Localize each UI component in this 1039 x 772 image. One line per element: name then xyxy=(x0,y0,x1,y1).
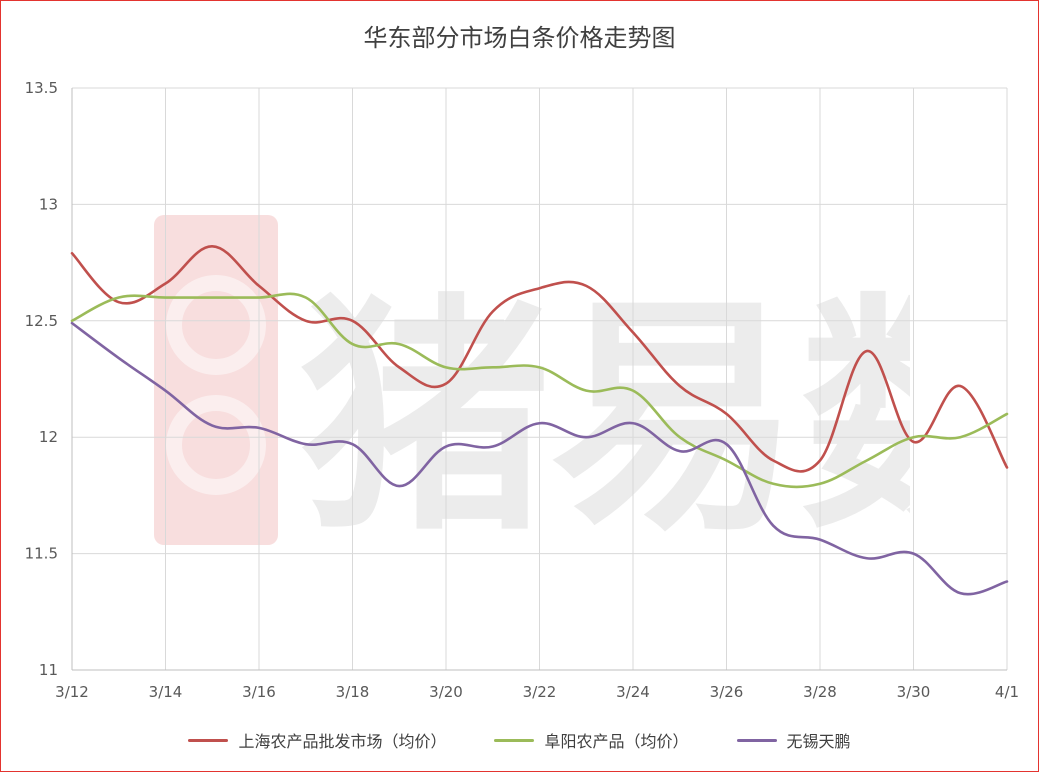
x-tick-label: 3/16 xyxy=(242,683,276,701)
series-group xyxy=(70,245,1009,596)
legend-label-wuxi: 无锡天鹏 xyxy=(786,732,851,751)
x-tick-label: 3/30 xyxy=(897,683,931,701)
y-tick-label: 11.5 xyxy=(25,545,58,563)
axes: 11 11.5 12 12.5 13 13.5 3/12 3/14 3/16 3/18 3/20 3/… xyxy=(25,79,1019,701)
y-tick-label: 12.5 xyxy=(25,312,58,330)
x-tick-label: 3/18 xyxy=(336,683,370,701)
series-line-shanghai xyxy=(70,245,1009,473)
legend-label-shanghai: 上海农产品批发市场（均价） xyxy=(238,732,447,751)
legend-swatch-shanghai xyxy=(188,738,229,742)
series-line-wuxi xyxy=(70,321,1009,596)
legend: 上海农产品批发市场（均价） 阜阳农产品（均价） 无锡天鹏 xyxy=(0,728,1039,752)
grid xyxy=(71,87,1008,671)
x-tick-label: 3/26 xyxy=(710,683,744,701)
x-tick-label: 4/1 xyxy=(995,683,1019,701)
y-tick-label: 13 xyxy=(39,195,58,213)
y-tick-label: 13.5 xyxy=(25,79,58,97)
x-tick-label: 3/28 xyxy=(803,683,837,701)
y-tick-label: 11 xyxy=(39,661,58,679)
x-tick-label: 3/24 xyxy=(616,683,650,701)
legend-swatch-fuyang xyxy=(494,738,535,742)
legend-item-shanghai: 上海农产品批发市场（均价） xyxy=(188,728,446,752)
x-tick-label: 3/14 xyxy=(149,683,183,701)
legend-item-wuxi: 无锡天鹏 xyxy=(736,728,851,752)
legend-swatch-wuxi xyxy=(736,738,777,742)
y-tick-label: 12 xyxy=(39,428,58,446)
x-tick-label: 3/22 xyxy=(523,683,557,701)
x-tick-label: 3/12 xyxy=(55,683,89,701)
legend-item-fuyang: 阜阳农产品（均价） xyxy=(494,728,689,752)
chart-title: 华东部分市场白条价格走势图 xyxy=(363,24,676,52)
legend-label-fuyang: 阜阳农产品（均价） xyxy=(544,732,689,751)
x-tick-label: 3/20 xyxy=(429,683,463,701)
series-line-fuyang xyxy=(70,292,1009,489)
